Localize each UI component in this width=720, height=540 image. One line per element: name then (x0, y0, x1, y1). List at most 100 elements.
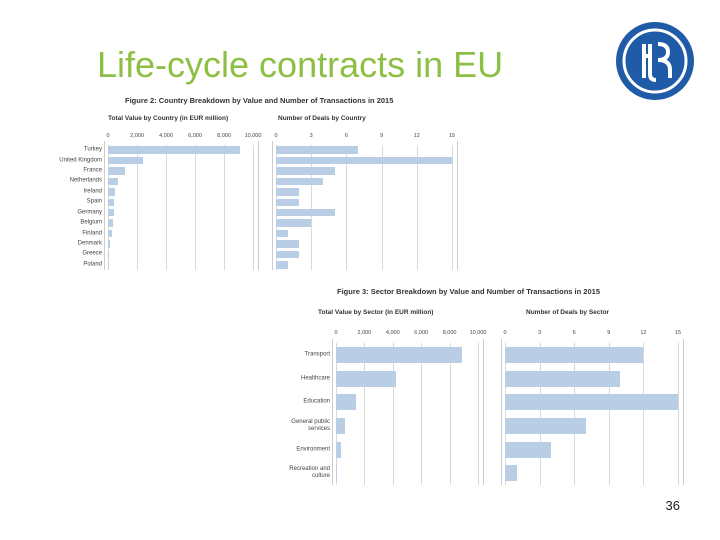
x-tick-label: 6,000 (188, 133, 202, 139)
x-tick-label: 0 (334, 330, 338, 336)
category-label: Ireland (83, 188, 102, 195)
x-tick-label: 4,000 (385, 330, 400, 336)
bar (505, 441, 552, 458)
bar (108, 156, 143, 165)
x-tick-label: 9 (607, 330, 611, 336)
grid-line (678, 343, 679, 485)
bar (108, 188, 116, 196)
bar (336, 417, 345, 434)
bar (505, 394, 678, 411)
bar (336, 346, 463, 363)
bar (108, 240, 111, 248)
grid-line (276, 145, 277, 270)
bar (276, 250, 300, 259)
category-label: Recreation and culture (289, 466, 330, 480)
x-tick-label: 10,000 (469, 330, 487, 336)
bar (276, 208, 335, 217)
bar (108, 208, 114, 217)
x-tick-label: 0 (503, 330, 507, 336)
bar (108, 177, 119, 186)
x-tick-label: 15 (674, 330, 682, 336)
grid-line (108, 145, 109, 270)
x-tick-label: 6 (344, 133, 348, 139)
category-label: Greece (82, 250, 102, 257)
x-tick-label: 3 (538, 330, 542, 336)
x-tick-label: 12 (640, 330, 647, 336)
x-tick-label: 4,000 (159, 133, 173, 139)
x-tick-label: 15 (448, 133, 456, 139)
x-tick-label: 10,000 (244, 133, 262, 139)
category-label: Denmark (77, 240, 102, 247)
bar (276, 219, 312, 227)
bar (336, 370, 396, 387)
bar (276, 188, 300, 196)
x-tick-label: 8,000 (442, 330, 457, 336)
chart-title: Total Value by Sector (in EUR million) (318, 309, 434, 316)
bar (336, 441, 341, 458)
bar (336, 394, 356, 411)
bar (276, 177, 323, 186)
grid-line (643, 343, 645, 485)
category-label: General public services (291, 418, 330, 432)
x-tick-label: 6,000 (414, 330, 429, 336)
grid-line (449, 343, 451, 485)
x-tick-label: 0 (106, 133, 110, 139)
bar (108, 219, 114, 227)
category-label: Poland (83, 261, 102, 268)
category-label: United Kingdom (59, 157, 102, 164)
category-label: Spain (86, 198, 102, 205)
category-label: Turkey (83, 146, 102, 153)
grid-line (452, 145, 453, 270)
category-label: Finland (82, 230, 102, 237)
chart-title: Total Value by Country (in EUR million) (108, 115, 229, 122)
grid-line (137, 145, 138, 270)
grid-line (253, 145, 254, 270)
grid-line (364, 343, 366, 485)
grid-line (505, 343, 506, 485)
category-label: Healthcare (300, 375, 330, 381)
bar (276, 198, 300, 207)
bar (505, 346, 644, 363)
bar (276, 261, 288, 269)
bar (276, 146, 359, 154)
figure-title: Figure 2: Country Breakdown by Value and… (125, 96, 394, 105)
grid-line (608, 343, 610, 485)
x-tick-label: 8,000 (217, 133, 231, 139)
bar (276, 229, 288, 238)
plot-frame (501, 339, 684, 485)
bar (505, 465, 517, 482)
plot-frame (104, 141, 259, 270)
category-label: France (83, 167, 102, 174)
grid-line (539, 343, 541, 485)
x-tick-label: 3 (309, 133, 313, 139)
bar (505, 370, 621, 387)
grid-line (336, 343, 337, 485)
plot-frame (272, 141, 458, 270)
bar (276, 240, 300, 248)
figure-title: Figure 3: Sector Breakdown by Value and … (337, 287, 600, 296)
grid-line (574, 343, 576, 485)
slide-title: Life-cycle contracts in EU (97, 44, 504, 85)
bar (108, 167, 126, 175)
x-tick-label: 2,000 (130, 133, 144, 139)
category-label: Education (303, 398, 330, 405)
chart-title: Number of Deals by Sector (526, 309, 610, 316)
grid-line (421, 343, 423, 485)
bar (108, 198, 114, 207)
grid-line (166, 145, 167, 270)
category-label: Netherlands (69, 177, 102, 184)
x-tick-label: 0 (274, 133, 278, 139)
grid-line (381, 145, 383, 270)
category-label: Belgium (80, 219, 102, 226)
plot-frame (332, 339, 484, 485)
bar (276, 167, 335, 175)
grid-line (478, 343, 479, 485)
logo (616, 22, 694, 100)
page-number: 36 (665, 498, 680, 513)
grid-line (346, 145, 348, 270)
chart-title: Number of Deals by Country (278, 115, 366, 122)
bar (505, 417, 586, 434)
bar (108, 146, 240, 154)
category-label: Germany (77, 209, 102, 216)
